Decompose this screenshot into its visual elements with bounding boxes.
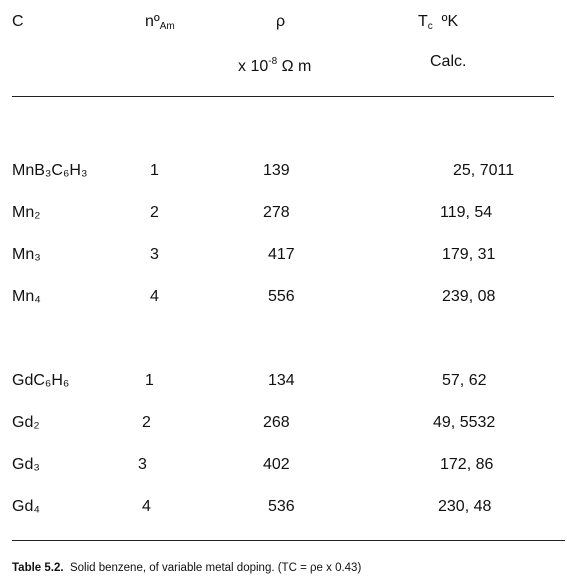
header-rho-unit: x 10-8 Ω m [238,52,311,77]
caption: Table 5.2. Solid benzene, of variable me… [12,562,361,574]
rho-unit-sup: -8 [268,56,278,67]
cell-n: 4 [150,288,159,305]
cell-compound: Gd₃ [12,456,40,473]
cell-compound: Mn₂ [12,204,41,221]
header-tc-sub: c [427,21,433,32]
header-n-sub: Am [159,21,175,32]
cell-compound: Mn₃ [12,246,41,263]
cell-tc: 239, 08 [442,288,496,305]
table-rule [12,540,565,541]
cell-rho: 134 [268,372,295,389]
cell-tc: 172, 86 [440,456,494,473]
caption-label: Table 5.2. [12,562,64,574]
cell-tc: 230, 48 [438,498,492,515]
cell-rho: 417 [268,246,295,263]
rho-unit-post: Ω m [281,58,312,75]
cell-rho: 139 [263,162,290,179]
cell-rho: 268 [263,414,290,431]
cell-n: 1 [150,162,159,179]
cell-n: 2 [150,204,159,221]
cell-tc: 179, 31 [442,246,496,263]
header-rule [12,96,554,97]
header-rho: ρ [276,13,286,30]
cell-tc: 49, 5532 [433,414,496,431]
header-n-text: nº [145,13,160,30]
cell-compound: Gd₂ [12,414,40,431]
cell-n: 3 [138,456,147,473]
cell-rho: 556 [268,288,295,305]
header-n: nºAm [145,12,175,37]
cell-rho: 536 [268,498,295,515]
caption-text: Solid benzene, of variable metal doping.… [69,562,362,574]
cell-rho: 278 [263,204,290,221]
cell-compound: GdC₆H₆ [12,372,70,389]
cell-tc: 25, 7011 [453,162,515,179]
header-c: C [12,13,24,30]
header-tc-unit: ºK [441,13,459,30]
header-tc-calc: Calc. [430,53,467,70]
cell-compound: Gd₄ [12,498,40,515]
cell-rho: 402 [263,456,290,473]
cell-tc: 57, 62 [442,372,487,389]
rho-unit-pre: x 10 [238,58,269,75]
cell-tc: 119, 54 [440,204,493,221]
cell-compound: Mn₄ [12,288,41,305]
cell-n: 1 [145,372,154,389]
cell-n: 3 [150,246,159,263]
cell-n: 4 [142,498,151,515]
cell-compound: MnB₃C₆H₃ [12,162,88,179]
cell-n: 2 [142,414,151,431]
header-tc-text: T [418,13,428,30]
header-tc: Tc ºK [418,12,458,37]
